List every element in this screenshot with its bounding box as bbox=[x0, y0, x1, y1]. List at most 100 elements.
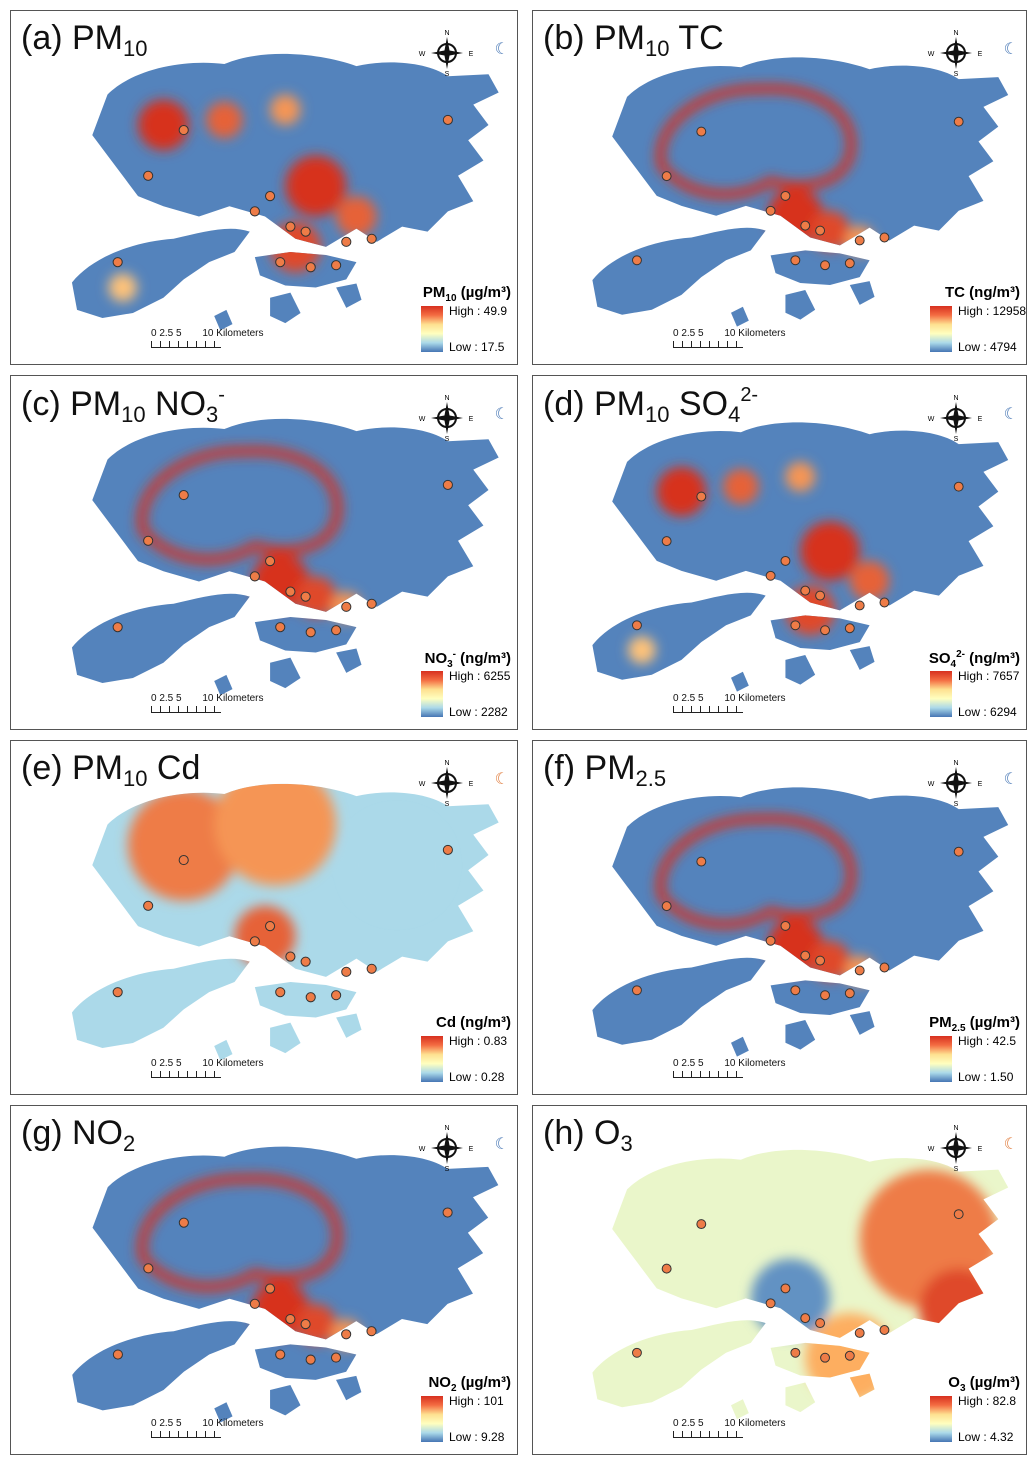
land-area bbox=[592, 227, 766, 315]
scale-ruler bbox=[673, 1071, 743, 1078]
monitoring-station-marker bbox=[800, 950, 811, 961]
monitoring-station-marker bbox=[442, 114, 453, 126]
moon-icon: ☾ bbox=[494, 406, 509, 423]
compass-label-s: S bbox=[954, 1166, 959, 1172]
land-area bbox=[731, 671, 749, 692]
monitoring-station-marker bbox=[331, 625, 342, 636]
monitoring-station-marker bbox=[178, 1217, 189, 1228]
monitoring-station-marker bbox=[879, 597, 890, 608]
scale-ticks: 0 2.5 5 bbox=[151, 693, 182, 704]
panel-title: (h) O3 bbox=[543, 1114, 633, 1157]
panel-title: (d) PM10 SO42- bbox=[543, 384, 758, 428]
scale-ruler bbox=[151, 1071, 221, 1078]
moon-icon: ☾ bbox=[1003, 1136, 1018, 1153]
north-arrow-icon: N S E W bbox=[419, 395, 474, 442]
legend-high: High : 42.5 bbox=[958, 1034, 1017, 1048]
compass-label-n: N bbox=[444, 395, 449, 402]
monitoring-station-marker bbox=[780, 1283, 791, 1294]
color-ramp bbox=[421, 671, 443, 717]
compass-label-n: N bbox=[953, 760, 958, 767]
title-subscript: 10 bbox=[645, 36, 670, 61]
moon-icon: ☾ bbox=[1003, 41, 1018, 58]
monitoring-station-marker bbox=[112, 622, 123, 633]
land-area bbox=[592, 957, 766, 1045]
monitoring-station-marker bbox=[305, 627, 316, 638]
north-arrow-icon: N S E W bbox=[928, 395, 983, 442]
compass-label-s: S bbox=[954, 71, 959, 77]
map-panel-f: (f) PM2.5 N S E W ☾ 0 2.5 5 10 Kilometers PM2.5… bbox=[532, 740, 1027, 1095]
land-area bbox=[770, 250, 870, 286]
compass-label-e: E bbox=[978, 51, 983, 58]
color-ramp bbox=[930, 1036, 952, 1082]
scale-label: 10 Kilometers bbox=[721, 1058, 786, 1069]
title-text: (h) O bbox=[543, 1114, 621, 1152]
land-area bbox=[336, 1013, 362, 1038]
monitoring-station-marker bbox=[275, 622, 286, 633]
monitoring-station-marker bbox=[300, 956, 311, 967]
north-arrow-icon: N S E W bbox=[419, 30, 474, 77]
monitoring-station-marker bbox=[341, 966, 352, 977]
monitoring-station-marker bbox=[143, 900, 154, 911]
scale-ticks: 0 2.5 5 bbox=[673, 1418, 704, 1429]
monitoring-station-marker bbox=[696, 126, 707, 137]
monitoring-station-marker bbox=[780, 920, 791, 931]
moon-icon: ☾ bbox=[1003, 771, 1018, 788]
map-panel-c: (c) PM10 NO3- N S E W ☾ 0 2.5 5 10 Kilometers N… bbox=[10, 375, 518, 730]
land-area bbox=[270, 1384, 301, 1416]
compass-label-n: N bbox=[444, 1125, 449, 1132]
color-ramp bbox=[421, 306, 443, 352]
land-area bbox=[71, 228, 250, 319]
monitoring-station-marker bbox=[854, 600, 865, 611]
monitoring-station-marker bbox=[854, 1328, 865, 1338]
compass-label-s: S bbox=[445, 436, 450, 442]
moon-icon: ☾ bbox=[494, 771, 509, 788]
land-area bbox=[785, 1019, 816, 1050]
concentration-map bbox=[592, 422, 1009, 692]
concentration-map bbox=[592, 787, 1009, 1057]
title-text: (c) PM bbox=[21, 385, 122, 423]
monitoring-station-marker bbox=[366, 233, 377, 244]
monitoring-station-marker bbox=[265, 191, 276, 202]
land-area bbox=[254, 617, 357, 653]
monitoring-station-marker bbox=[790, 620, 801, 631]
monitoring-station-marker bbox=[854, 235, 865, 246]
monitoring-station-marker bbox=[300, 1319, 311, 1330]
map-legend: O3 (µg/m³) High : 82.8 Low : 4.32 bbox=[900, 1374, 1020, 1448]
monitoring-station-marker bbox=[112, 1349, 123, 1360]
monitoring-station-marker bbox=[366, 598, 377, 609]
legend-low: Low : 1.50 bbox=[958, 1070, 1014, 1084]
monitoring-station-marker bbox=[249, 571, 260, 582]
monitoring-station-marker bbox=[300, 226, 311, 237]
north-arrow-icon: N S E W bbox=[928, 30, 983, 77]
moon-icon: ☾ bbox=[494, 41, 509, 58]
monitoring-station-marker bbox=[249, 206, 260, 217]
concentration-map bbox=[71, 53, 499, 331]
monitoring-station-marker bbox=[800, 1313, 811, 1324]
legend-low: Low : 2282 bbox=[449, 705, 508, 719]
monitoring-station-marker bbox=[765, 570, 776, 581]
scale-bar: 0 2.5 5 10 Kilometers bbox=[673, 1058, 786, 1078]
title-subscript: 3 bbox=[620, 1131, 633, 1156]
scale-label: 10 Kilometers bbox=[199, 693, 264, 704]
monitoring-station-marker bbox=[790, 985, 801, 996]
panel-title: (e) PM10 Cd bbox=[21, 749, 200, 792]
title-species: SO bbox=[669, 385, 729, 423]
monitoring-station-marker bbox=[265, 556, 276, 567]
map-legend: TC (ng/m³) High : 12958 Low : 4794 bbox=[900, 284, 1026, 358]
color-ramp bbox=[421, 1396, 443, 1442]
scale-bar: 0 2.5 5 10 Kilometers bbox=[151, 328, 264, 348]
compass-label-w: W bbox=[928, 51, 935, 58]
monitoring-station-marker bbox=[820, 625, 830, 636]
compass-label-w: W bbox=[928, 781, 935, 788]
title-subscript: 2 bbox=[123, 1131, 136, 1156]
legend-high: High : 101 bbox=[449, 1394, 504, 1408]
scale-ticks: 0 2.5 5 bbox=[151, 1418, 182, 1429]
monitoring-station-marker bbox=[844, 988, 855, 999]
monitoring-station-marker bbox=[765, 935, 776, 946]
compass-label-n: N bbox=[953, 395, 958, 402]
scale-ticks: 0 2.5 5 bbox=[673, 693, 704, 704]
monitoring-station-marker bbox=[275, 987, 286, 998]
compass-label-w: W bbox=[928, 1146, 935, 1153]
monitoring-station-marker bbox=[815, 590, 826, 601]
monitoring-station-marker bbox=[815, 1318, 826, 1329]
